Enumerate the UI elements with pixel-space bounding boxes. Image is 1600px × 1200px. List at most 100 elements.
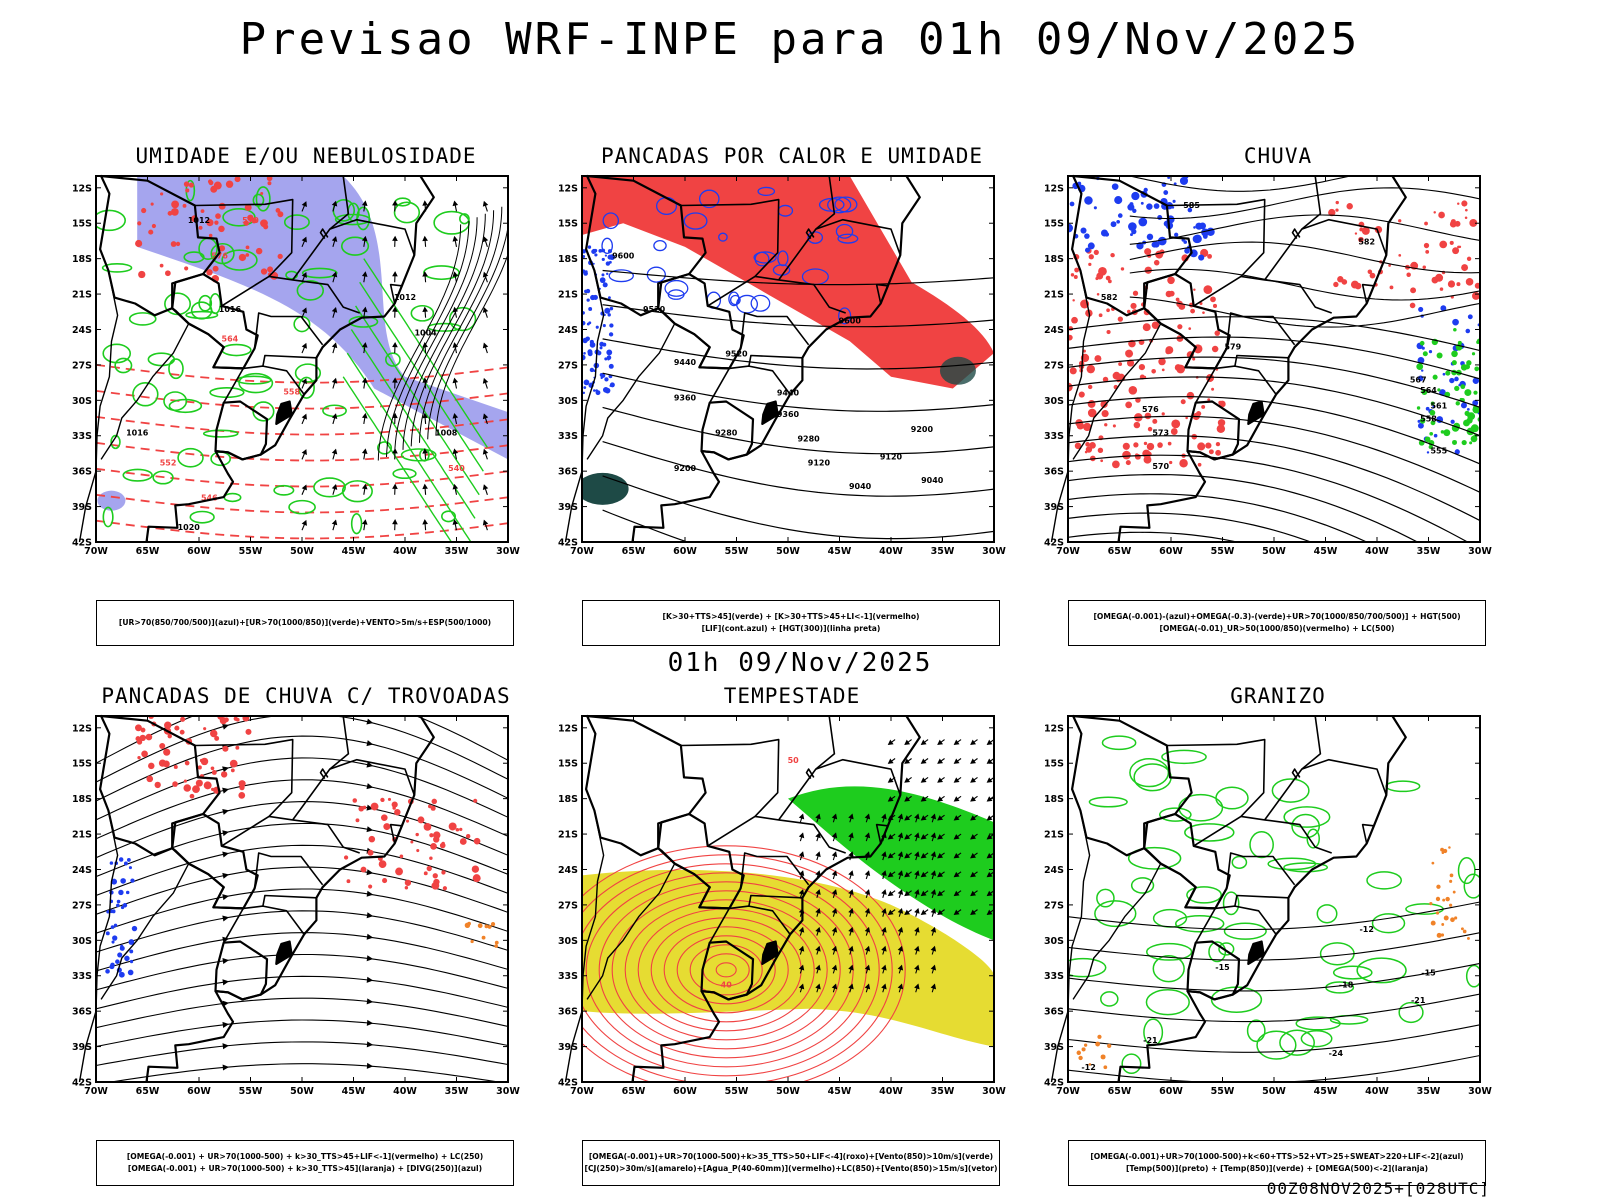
field-cell bbox=[1422, 351, 1428, 357]
field-cell bbox=[448, 822, 457, 831]
field-contour bbox=[1457, 857, 1476, 885]
field-cell bbox=[1417, 422, 1424, 429]
field-cell bbox=[1433, 211, 1436, 214]
vector-head bbox=[937, 796, 944, 802]
field-cell bbox=[1096, 293, 1100, 296]
vector-head bbox=[897, 926, 904, 933]
vector-head bbox=[897, 945, 904, 952]
contour-label: 9360 bbox=[674, 393, 697, 402]
state-border bbox=[1301, 758, 1388, 796]
vector-head bbox=[831, 926, 838, 933]
field-cell bbox=[1460, 384, 1466, 390]
field-cell bbox=[1102, 376, 1109, 383]
contour-line bbox=[602, 338, 994, 370]
flow-arrow bbox=[222, 1064, 230, 1071]
field-cell bbox=[583, 352, 586, 355]
field-cell bbox=[171, 200, 179, 209]
lat-label: 18S bbox=[558, 254, 578, 265]
field-cell bbox=[1428, 349, 1433, 354]
vector-head bbox=[864, 832, 871, 839]
field-cell bbox=[151, 223, 156, 229]
lon-label: 35W bbox=[445, 546, 469, 557]
contour-line bbox=[1068, 1024, 1480, 1053]
field-cell bbox=[378, 860, 387, 869]
field-cell bbox=[417, 816, 425, 824]
field-cell bbox=[1084, 233, 1090, 239]
field-cell bbox=[148, 762, 155, 770]
field-cell bbox=[239, 784, 245, 791]
lat-label: 27S bbox=[72, 360, 92, 371]
border-province bbox=[100, 323, 190, 460]
field-contour bbox=[1356, 957, 1407, 984]
field-cell bbox=[171, 208, 179, 216]
vector-head bbox=[920, 871, 927, 878]
field-contour bbox=[835, 223, 854, 239]
vector-head bbox=[361, 271, 368, 277]
field-cell bbox=[1167, 276, 1175, 285]
field-cell bbox=[1104, 232, 1110, 237]
field-contour bbox=[611, 890, 841, 1050]
field-cell bbox=[442, 886, 447, 891]
field-cell bbox=[1205, 442, 1212, 449]
vector-head bbox=[452, 448, 459, 455]
field-cell bbox=[1138, 363, 1146, 371]
field-cell bbox=[1460, 402, 1467, 409]
vector-head bbox=[422, 306, 428, 312]
vector-head bbox=[914, 851, 920, 858]
field-cell bbox=[1464, 410, 1470, 416]
vector-head bbox=[301, 484, 307, 491]
field-cell bbox=[1074, 267, 1080, 273]
temp500-contours bbox=[1068, 901, 1480, 1082]
vector-head bbox=[887, 777, 894, 783]
field-cell bbox=[1367, 269, 1373, 275]
vector-head bbox=[361, 483, 368, 490]
border-uruguay bbox=[700, 400, 755, 461]
field-cell bbox=[1103, 1065, 1108, 1070]
field-cell bbox=[494, 944, 498, 948]
field-cell bbox=[111, 878, 118, 885]
vector-head bbox=[301, 271, 307, 278]
field-cell bbox=[471, 865, 480, 873]
field-cell bbox=[1100, 400, 1108, 408]
field-contour bbox=[183, 251, 205, 263]
vector-head bbox=[986, 739, 993, 745]
field-cell bbox=[594, 253, 598, 257]
field-cell bbox=[1212, 303, 1218, 308]
vector-head bbox=[986, 890, 993, 897]
lon-label: 40W bbox=[879, 1086, 903, 1097]
field-cell bbox=[1354, 232, 1358, 235]
lat-label: 33S bbox=[558, 431, 578, 442]
field-cell bbox=[1426, 451, 1430, 454]
field-contour bbox=[163, 391, 188, 412]
field-cell bbox=[481, 935, 486, 940]
lon-label: 35W bbox=[445, 1086, 469, 1097]
state-border bbox=[805, 228, 815, 240]
field-cell bbox=[125, 890, 130, 895]
field-contour bbox=[1145, 989, 1190, 1016]
vector-head bbox=[831, 964, 838, 971]
field-contour bbox=[189, 510, 215, 524]
field-cell bbox=[188, 182, 194, 188]
field-cell bbox=[1469, 441, 1473, 445]
contour-label: 561 bbox=[1430, 402, 1447, 411]
field-cell bbox=[355, 818, 360, 823]
field-cell bbox=[1143, 455, 1152, 464]
instability-dark bbox=[582, 472, 629, 505]
vector-head bbox=[970, 890, 977, 897]
field-contour bbox=[664, 279, 689, 297]
lon-label: 60W bbox=[673, 1086, 697, 1097]
field-cell bbox=[183, 779, 188, 783]
contour-label: 9200 bbox=[674, 464, 697, 473]
lat-label: 33S bbox=[72, 971, 92, 982]
hgt300-contours bbox=[602, 269, 994, 542]
field-cell bbox=[192, 785, 200, 794]
vector-head bbox=[815, 813, 821, 820]
lat-label: 27S bbox=[558, 360, 578, 371]
flow-arrow bbox=[222, 830, 230, 837]
panel-chuva: CHUVA 585 582 579 576 573 570 567 564 561 558 555 5… bbox=[1038, 144, 1518, 646]
field-cell bbox=[1144, 266, 1152, 274]
vector-head bbox=[361, 519, 368, 525]
field-cell bbox=[116, 899, 121, 904]
state-border bbox=[262, 354, 317, 367]
contour-line bbox=[1068, 901, 1480, 931]
